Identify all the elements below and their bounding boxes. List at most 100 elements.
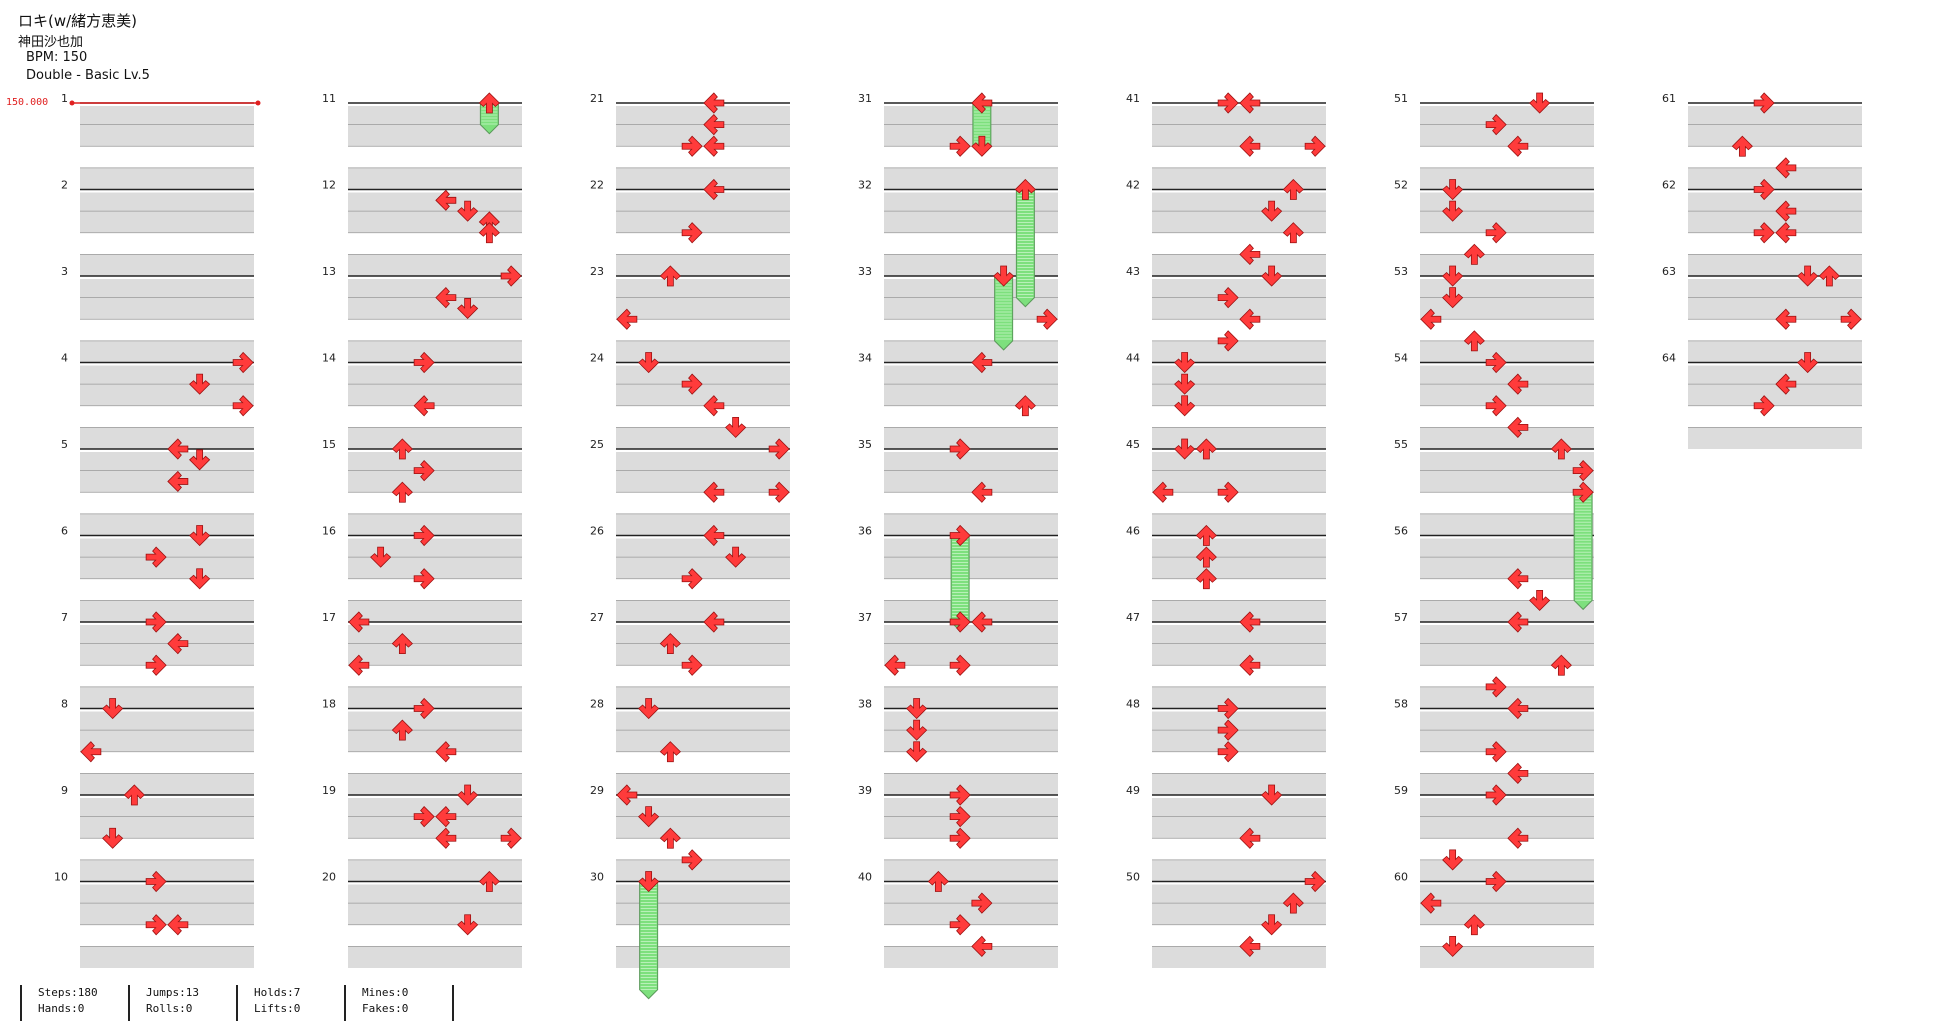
measure-stripe	[884, 946, 1058, 968]
measure-stripe	[1420, 297, 1594, 320]
measure-stripe	[884, 254, 1058, 276]
arrow-note-icon	[457, 200, 479, 222]
stat-mines-fakes: Mines:0 Fakes:0	[344, 985, 454, 1021]
measure-stripe	[884, 625, 1058, 644]
measure-stripe	[80, 384, 254, 406]
arrow-note-icon	[971, 935, 993, 957]
measure-stripe	[1420, 903, 1594, 925]
measure-stripe	[884, 365, 1058, 385]
measure-stripe	[1152, 192, 1326, 212]
arrow-note-icon	[145, 914, 167, 936]
arrow-note-icon	[616, 784, 638, 806]
measure-stripe	[884, 884, 1058, 904]
arrow-note-icon	[949, 914, 971, 936]
measure-number: 40	[858, 871, 872, 884]
measure-number: 24	[590, 352, 604, 365]
measure-number: 2	[61, 179, 68, 192]
measure-number: 44	[1126, 352, 1140, 365]
measure-number: 38	[858, 698, 872, 711]
arrow-note-icon	[1507, 373, 1529, 395]
measure-stripe	[80, 557, 254, 579]
measure-stripe	[616, 816, 790, 839]
measure-number: 62	[1662, 179, 1676, 192]
stat-steps: Steps:180	[38, 986, 98, 999]
measure-number: 7	[61, 611, 68, 624]
measure-stripe	[348, 686, 522, 709]
measure-stripe	[80, 452, 254, 471]
measure-stripe	[1152, 625, 1326, 644]
measure-number: 39	[858, 784, 872, 797]
arrow-note-icon	[1753, 222, 1775, 244]
measure-stripe	[616, 903, 790, 925]
arrow-note-icon	[413, 395, 435, 417]
measure-stripe	[616, 124, 790, 147]
measure-number: 56	[1394, 525, 1408, 538]
arrow-note-icon	[1463, 243, 1485, 265]
arrow-note-icon	[1572, 460, 1594, 482]
arrow-note-icon	[1282, 892, 1304, 914]
arrow-note-icon	[189, 568, 211, 590]
measure-stripe	[348, 124, 522, 147]
arrow-note-icon	[703, 92, 725, 114]
measure-stripe	[616, 279, 790, 298]
arrow-note-icon	[638, 871, 660, 893]
arrow-note-icon	[1217, 697, 1239, 720]
measure-number: 54	[1394, 352, 1408, 365]
measure-stripe	[80, 297, 254, 320]
measure-stripe	[80, 625, 254, 644]
measure-stripe	[1420, 643, 1594, 666]
measure-stripe	[884, 686, 1058, 709]
measure-stripe	[1688, 279, 1862, 298]
arrow-note-icon	[1507, 697, 1529, 720]
measure-stripe	[1152, 798, 1326, 817]
arrow-note-icon	[1840, 308, 1862, 330]
arrow-note-icon	[768, 481, 790, 503]
measure-stripe	[884, 773, 1058, 795]
measure-stripe	[80, 773, 254, 795]
measure-number: 12	[322, 179, 336, 192]
arrow-note-icon	[1775, 222, 1797, 244]
measure-stripe	[616, 557, 790, 579]
measure-stripe	[884, 192, 1058, 212]
arrow-note-icon	[1217, 287, 1239, 309]
measure-stripe	[1152, 643, 1326, 666]
measure-stripe	[884, 106, 1058, 125]
arrow-note-icon	[413, 524, 435, 547]
measure-stripe	[1688, 167, 1862, 190]
arrow-note-icon	[971, 135, 993, 157]
measure-stripe	[1152, 365, 1326, 385]
stat-fakes: Fakes:0	[362, 1002, 409, 1015]
measure-stripe	[616, 884, 790, 904]
measure-stripe	[1688, 384, 1862, 406]
song-title: ロキ(w/緒方恵美)	[18, 12, 138, 30]
measure-stripe	[1152, 600, 1326, 622]
arrow-note-icon	[435, 827, 457, 849]
measure-stripe	[1152, 211, 1326, 233]
arrow-note-icon	[1775, 157, 1797, 179]
arrow-note-icon	[457, 914, 479, 936]
measure-number: 27	[590, 611, 604, 624]
arrow-note-icon	[1420, 892, 1442, 914]
measure-stripe	[616, 211, 790, 233]
measure-stripe	[1688, 365, 1862, 385]
arrow-note-icon	[1442, 200, 1464, 222]
arrow-note-icon	[659, 741, 681, 763]
measure-stripe	[1152, 557, 1326, 579]
measure-stripe	[884, 211, 1058, 233]
measure-stripe	[884, 340, 1058, 363]
arrow-note-icon	[413, 806, 435, 828]
measure-stripe	[1688, 211, 1862, 233]
arrow-note-icon	[391, 481, 413, 503]
arrow-note-icon	[1261, 265, 1283, 287]
arrow-note-icon	[1485, 676, 1507, 698]
arrow-note-icon	[1507, 762, 1529, 784]
arrow-note-icon	[1304, 870, 1326, 893]
measure-number: 14	[322, 352, 336, 365]
measure-stripe	[348, 470, 522, 493]
arrow-note-icon	[1282, 222, 1304, 244]
arrow-note-icon	[435, 189, 457, 211]
measure-stripe	[1420, 730, 1594, 752]
arrow-note-icon	[703, 395, 725, 417]
measure-stripe	[884, 124, 1058, 147]
measure-stripe	[1420, 452, 1594, 471]
